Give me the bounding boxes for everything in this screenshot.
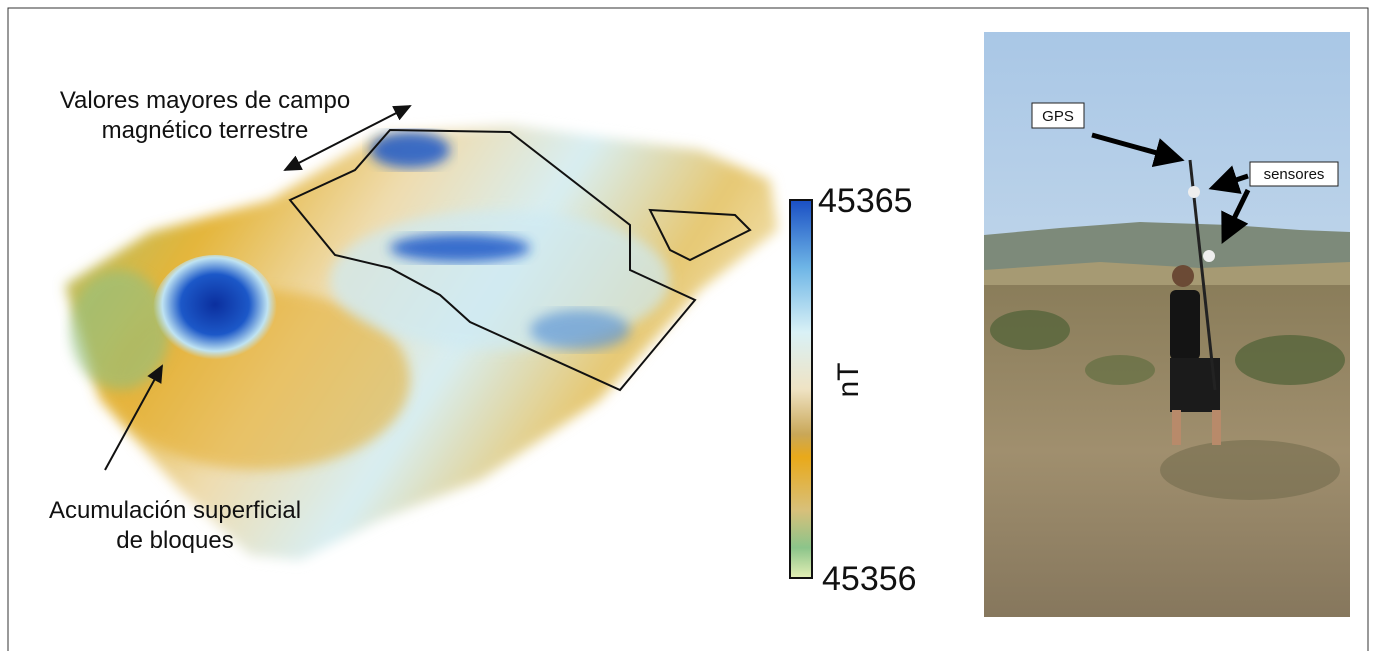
shrub: [1085, 355, 1155, 385]
colorbar-unit: nT: [832, 362, 865, 397]
colorbar-min: 45356: [822, 560, 917, 598]
colorbar: 45365 45356 nT: [790, 182, 917, 598]
terrain-green: [70, 270, 170, 390]
shrub: [990, 310, 1070, 350]
person: [1212, 410, 1221, 445]
sensor: [1188, 186, 1200, 198]
annotation: de bloques: [116, 527, 233, 554]
magnetic-map: Valores mayores de campo magnético terre…: [49, 87, 778, 560]
annotation: Valores mayores de campo: [60, 87, 350, 114]
colorbar-scale: [790, 200, 812, 578]
photo-label: GPS: [1042, 108, 1074, 125]
figure: Valores mayores de campo magnético terre…: [0, 0, 1375, 651]
high-zone: [390, 234, 530, 262]
annotation: Acumulación superficial: [49, 497, 301, 524]
photo: GPS sensores: [984, 32, 1350, 617]
peak: [153, 255, 277, 365]
sensor: [1203, 250, 1215, 262]
person: [1170, 290, 1200, 360]
colorbar-max: 45365: [818, 182, 913, 220]
annotation: magnético terrestre: [102, 117, 309, 144]
high-zone: [530, 310, 630, 350]
shrub: [1235, 335, 1345, 385]
high-zone: [370, 132, 450, 168]
photo-label: sensores: [1264, 166, 1325, 183]
shrub: [1160, 440, 1340, 500]
person: [1172, 410, 1181, 445]
person: [1172, 265, 1194, 287]
